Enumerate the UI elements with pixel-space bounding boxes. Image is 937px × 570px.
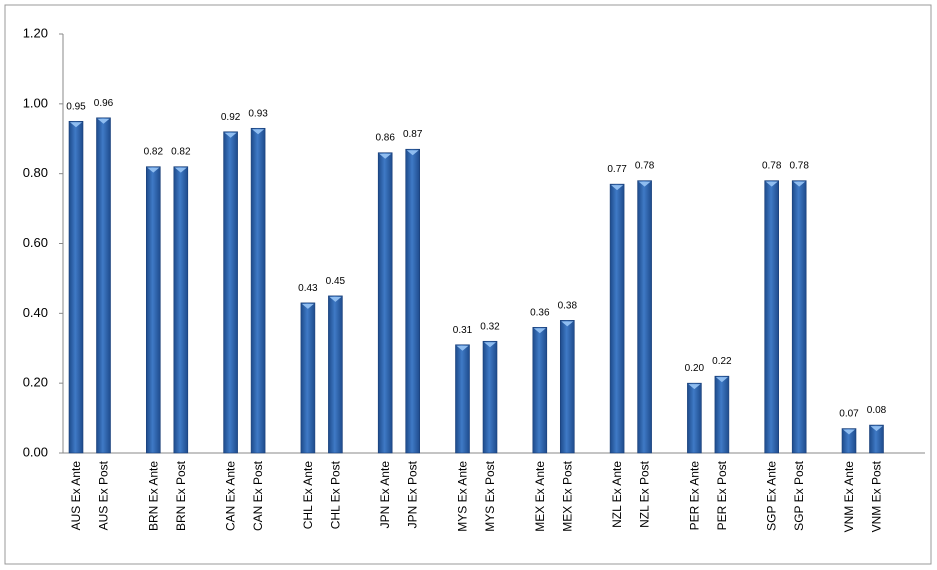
bar xyxy=(300,302,316,454)
bar xyxy=(869,424,884,454)
x-tick-label: SGP Ex Post xyxy=(792,460,806,530)
data-label: 0.43 xyxy=(298,283,318,294)
bar-cap xyxy=(870,426,883,432)
data-label: 0.87 xyxy=(403,129,423,140)
x-tick-label: JPN Ex Ante xyxy=(378,461,392,529)
data-label: 0.78 xyxy=(762,161,782,172)
bar-cap xyxy=(70,122,82,128)
bar xyxy=(764,180,780,454)
x-tick-label: MYS Ex Ante xyxy=(456,461,470,532)
bar-cap xyxy=(793,181,806,187)
bar-cap xyxy=(456,345,469,351)
bar-cap xyxy=(379,153,392,159)
bar xyxy=(687,382,702,454)
x-tick-label: MEX Ex Ante xyxy=(533,461,547,532)
data-label: 0.22 xyxy=(712,356,732,367)
bar-cap xyxy=(329,296,342,302)
bar xyxy=(223,131,238,454)
bar xyxy=(250,127,266,454)
bar xyxy=(455,344,470,454)
bar xyxy=(532,326,548,454)
data-label: 0.32 xyxy=(480,321,500,332)
x-tick-label: MYS Ex Post xyxy=(483,460,497,531)
bar xyxy=(482,340,498,454)
x-tick-label: SGP Ex Ante xyxy=(765,461,779,531)
bar xyxy=(68,120,84,454)
x-tick-label: BRN Ex Ante xyxy=(146,461,160,531)
bar xyxy=(791,180,807,454)
bar-cap xyxy=(533,328,546,334)
x-tick-label: CHL Ex Ante xyxy=(301,461,315,530)
data-label: 0.45 xyxy=(326,276,346,287)
data-label: 0.77 xyxy=(607,164,627,175)
data-label: 0.08 xyxy=(867,405,887,416)
x-tick-label: NZL Ex Post xyxy=(638,460,652,528)
bar xyxy=(609,183,625,454)
bar-cap xyxy=(715,377,728,383)
bar-cap xyxy=(843,429,855,435)
data-label: 0.95 xyxy=(66,101,86,112)
bar xyxy=(841,428,857,454)
bar-cap xyxy=(765,181,778,187)
bar xyxy=(377,152,393,454)
bar xyxy=(328,295,343,454)
data-label: 0.82 xyxy=(171,147,191,158)
x-tick-label: AUS Ex Post xyxy=(97,460,111,530)
x-tick-label: NZL Ex Ante xyxy=(610,461,624,528)
bar xyxy=(173,166,189,454)
data-label: 0.20 xyxy=(685,363,705,374)
data-label: 0.38 xyxy=(558,300,578,311)
bar xyxy=(96,117,111,454)
frame xyxy=(4,4,932,565)
data-label: 0.86 xyxy=(375,133,395,144)
x-tick-label: CAN Ex Post xyxy=(251,460,265,531)
bar-cap xyxy=(301,303,314,309)
data-label: 0.96 xyxy=(94,98,114,109)
y-tick-label: 1.20 xyxy=(23,25,48,40)
y-tick-label: 1.00 xyxy=(23,95,48,110)
bar-cap xyxy=(252,129,265,135)
y-tick-label: 0.60 xyxy=(23,235,48,250)
data-label: 0.78 xyxy=(789,161,809,172)
x-tick-label: PER Ex Ante xyxy=(687,461,701,531)
x-tick-label: BRN Ex Post xyxy=(174,460,188,531)
bar-cap xyxy=(638,181,651,187)
x-tick-label: AUS Ex Ante xyxy=(69,461,83,531)
data-label: 0.93 xyxy=(248,108,268,119)
bar-cap xyxy=(688,384,701,390)
y-tick-label: 0.40 xyxy=(23,305,48,320)
y-tick-label: 0.00 xyxy=(23,444,48,459)
bar-cap xyxy=(147,167,160,173)
x-tick-label: CAN Ex Ante xyxy=(224,461,238,531)
data-label: 0.31 xyxy=(453,325,473,336)
bar-cap xyxy=(97,118,110,124)
data-label: 0.82 xyxy=(144,147,164,158)
bar-cap xyxy=(611,185,624,191)
data-label: 0.78 xyxy=(635,161,655,172)
y-tick-label: 0.20 xyxy=(23,375,48,390)
bar-cap xyxy=(174,167,187,173)
y-tick-label: 0.80 xyxy=(23,165,48,180)
bar-cap xyxy=(484,342,496,348)
bar xyxy=(405,148,421,454)
x-tick-label: MEX Ex Post xyxy=(560,460,574,531)
x-tick-label: JPN Ex Post xyxy=(406,460,420,528)
x-tick-label: VNM Ex Ante xyxy=(842,461,856,533)
x-tick-label: VNM Ex Post xyxy=(870,460,884,532)
data-label: 0.92 xyxy=(221,112,241,123)
bar xyxy=(146,166,161,454)
bar xyxy=(637,180,652,454)
bar xyxy=(559,320,575,454)
x-tick-label: PER Ex Post xyxy=(715,460,729,530)
data-label: 0.07 xyxy=(839,409,859,420)
bar-cap xyxy=(406,150,419,156)
bar-cap xyxy=(561,321,574,327)
bar-cap xyxy=(224,132,237,138)
bar xyxy=(714,375,730,454)
x-tick-label: CHL Ex Post xyxy=(328,460,342,529)
data-label: 0.36 xyxy=(530,307,550,318)
